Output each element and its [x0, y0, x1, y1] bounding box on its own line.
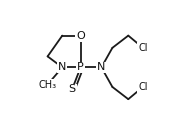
- Text: N: N: [97, 62, 106, 72]
- Text: Cl: Cl: [138, 82, 148, 92]
- Text: Cl: Cl: [138, 43, 148, 53]
- Text: P: P: [77, 62, 84, 72]
- Text: N: N: [58, 62, 66, 72]
- Text: CH₃: CH₃: [39, 80, 57, 90]
- Text: S: S: [69, 84, 76, 94]
- Text: O: O: [76, 31, 85, 41]
